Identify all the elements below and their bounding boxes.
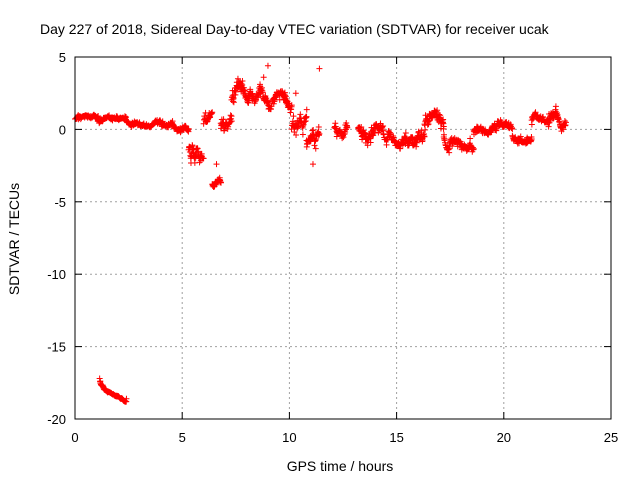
data-point [422,126,429,133]
data-point [185,125,192,132]
data-point [449,143,456,150]
data-point [528,121,535,128]
x-tick-label: 20 [497,430,511,445]
data-point [260,74,267,81]
data-point [303,113,310,120]
data-point [434,107,441,114]
data-point [309,127,316,134]
data-point [209,109,216,116]
data-point [421,133,428,140]
data-point [552,103,559,110]
data-point [292,90,299,97]
data-point [446,149,453,156]
x-tick-label: 0 [71,430,78,445]
x-axis-label: GPS time / hours [287,458,394,474]
axis-ticks: 0 5 10 15 20 25 5 0 -5 -10 -15 -20 [47,50,618,445]
y-tick-label: -15 [47,340,66,355]
data-point [402,130,409,137]
data-point [293,131,300,138]
x-tick-label: 25 [604,430,618,445]
x-tick-label: 5 [179,430,186,445]
data-point [200,155,207,162]
data-point [290,113,297,120]
data-point [239,77,246,84]
data-point [316,65,323,72]
data-point [316,130,323,137]
data-point [371,130,378,137]
x-tick-label: 10 [282,430,296,445]
x-tick-label: 15 [389,430,403,445]
data-point [228,118,235,125]
data-point [413,143,420,150]
data-point [264,62,271,69]
data-point [315,123,322,130]
data-points [72,62,569,405]
data-point [228,113,235,120]
y-tick-label: 5 [59,50,66,65]
y-axis-label: SDTVAR / TECUs [6,183,22,295]
data-point [562,119,569,126]
data-point [367,139,374,146]
data-point [123,395,130,402]
y-tick-label: -20 [47,412,66,427]
data-point [440,123,447,130]
data-point [218,179,225,186]
data-point [227,118,234,125]
plot-frame [74,56,612,420]
data-point [195,148,202,155]
y-tick-label: -5 [54,195,66,210]
data-point [413,139,420,146]
data-point [230,99,237,106]
data-point [312,145,319,152]
gridlines [75,57,611,419]
chart-title: Day 227 of 2018, Sidereal Day-to-day VTE… [40,21,550,37]
data-point [358,124,365,131]
data-point [528,136,535,143]
data-point [380,122,387,129]
data-point [213,161,220,168]
data-point [234,75,241,82]
data-point [309,161,316,168]
data-point [220,116,227,123]
data-point [547,117,554,124]
data-point [383,141,390,148]
data-point [470,145,477,152]
y-tick-label: 0 [59,122,66,137]
data-point [467,135,474,142]
data-point [288,102,295,109]
y-tick-label: -10 [47,267,66,282]
data-point [299,131,306,138]
data-point [545,123,552,130]
data-point [344,124,351,131]
data-point [509,126,516,133]
data-point [303,106,310,113]
